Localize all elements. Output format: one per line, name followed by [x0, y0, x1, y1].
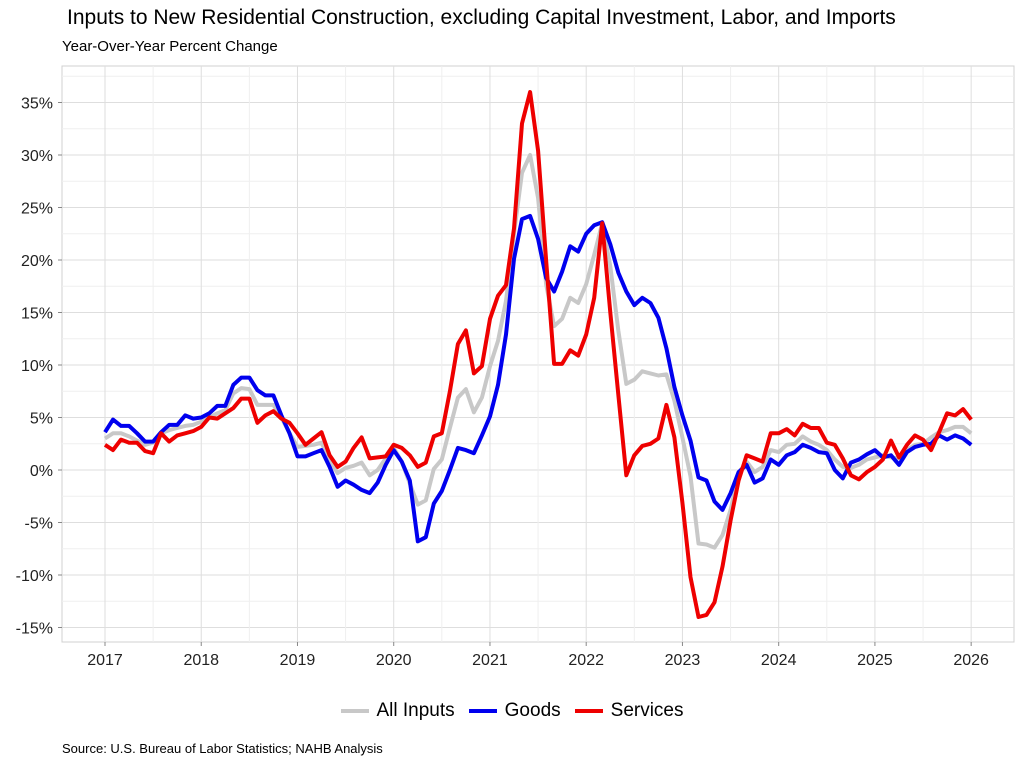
chart-subtitle: Year-Over-Year Percent Change [62, 38, 278, 55]
y-tick-label: 20% [21, 253, 53, 270]
series-lines [103, 90, 973, 619]
series-line-all-inputs [103, 153, 973, 550]
x-tick-label: 2021 [472, 652, 508, 669]
legend-item-all-inputs: All Inputs [340, 700, 455, 722]
legend-label: Goods [504, 700, 561, 721]
legend-label: All Inputs [376, 700, 455, 721]
x-tick-label: 2026 [953, 652, 989, 669]
y-axis-ticks: 35% 30% 25% 20% 15% 10% 5% 0% -5% -10% -15% [16, 96, 62, 638]
y-tick-label: 35% [21, 96, 53, 113]
legend-label: Services [610, 700, 684, 721]
legend-item-goods: Goods [468, 700, 561, 722]
y-tick-label: 30% [21, 148, 53, 165]
y-tick-label: -10% [16, 568, 53, 585]
source-note: Source: U.S. Bureau of Labor Statistics;… [62, 741, 383, 756]
series-line-goods [103, 213, 973, 544]
x-tick-label: 2020 [376, 652, 412, 669]
x-tick-label: 2022 [568, 652, 604, 669]
legend-swatch-services [574, 709, 603, 713]
y-tick-label: 0% [30, 463, 53, 480]
x-tick-label: 2017 [87, 652, 123, 669]
legend-swatch-all-inputs [340, 709, 369, 713]
legend-swatch-goods [468, 709, 497, 713]
x-tick-label: 2025 [857, 652, 893, 669]
x-tick-label: 2023 [665, 652, 701, 669]
y-tick-label: 10% [21, 358, 53, 375]
x-axis-ticks: 2017 2018 2019 2020 2021 2022 2023 2024 2025 2026 [87, 642, 989, 669]
x-tick-label: 2019 [280, 652, 316, 669]
x-tick-label: 2024 [761, 652, 797, 669]
y-tick-label: 25% [21, 201, 53, 218]
y-tick-label: 15% [21, 306, 53, 323]
y-tick-label: -15% [16, 621, 53, 638]
legend-item-services: Services [574, 700, 684, 722]
y-tick-label: 5% [30, 411, 53, 428]
line-chart: 35%30%25%20%15%10%5%0%-5%-10%-15% 2017 20… [16, 65, 1015, 669]
legend: All Inputs Goods Services [0, 700, 1024, 722]
chart-title: Inputs to New Residential Construction, … [67, 6, 896, 29]
y-tick-label: -5% [25, 516, 53, 533]
x-tick-label: 2018 [183, 652, 219, 669]
series-line-services [103, 90, 973, 619]
